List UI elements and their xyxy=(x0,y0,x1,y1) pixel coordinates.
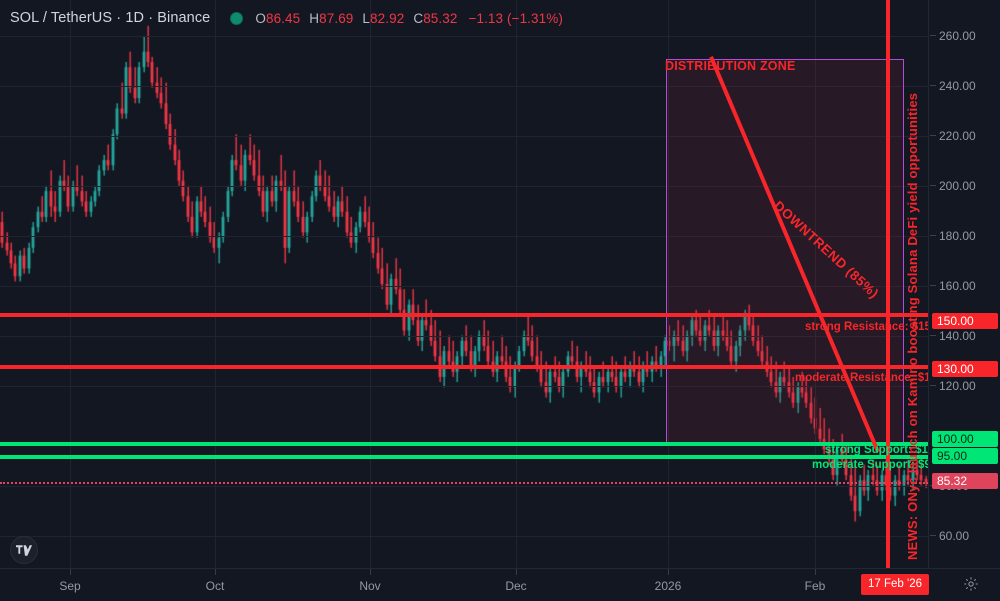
resistance-line-130[interactable] xyxy=(0,364,928,369)
price-pane[interactable]: DISTRIBUTION ZONE DOWNTREND (85%) strong R… xyxy=(0,0,928,568)
gridline-horizontal xyxy=(0,36,928,37)
open-key: O xyxy=(255,10,266,26)
candlestick-series xyxy=(0,0,928,568)
last-price-line[interactable] xyxy=(0,481,928,484)
time-axis-tick: 2026 xyxy=(654,579,682,593)
time-axis-tick: Nov xyxy=(359,579,381,593)
price-axis-tick: 220.00 xyxy=(930,129,976,143)
price-axis-tick: 200.00 xyxy=(930,179,976,193)
time-axis-separator xyxy=(815,569,816,575)
time-axis-separator xyxy=(215,569,216,575)
time-axis-separator xyxy=(70,569,71,575)
current-date-badge[interactable]: 17 Feb '26 xyxy=(861,574,929,595)
gridline-vertical xyxy=(70,0,71,568)
price-axis-pill-95-00[interactable]: 95.00 xyxy=(932,448,998,464)
price-axis-tick: 240.00 xyxy=(930,79,976,93)
distribution-zone-rect[interactable] xyxy=(666,59,904,445)
gridline-horizontal xyxy=(0,236,928,237)
price-axis[interactable]: 260.00 240.00 220.00 200.00 180.00 160.00 140.… xyxy=(928,0,1000,568)
price-axis-pill-100-00[interactable]: 100.00 xyxy=(932,431,998,447)
time-axis-separator xyxy=(370,569,371,575)
level-label-2[interactable]: strong Support: $100 xyxy=(825,444,928,456)
high-key: H xyxy=(309,10,320,26)
news-event-vline[interactable] xyxy=(886,0,890,568)
level-label-3[interactable]: moderate Support: $95 xyxy=(812,459,928,471)
gridline-horizontal xyxy=(0,86,928,87)
open-value: 86.45 xyxy=(265,10,301,26)
gridline-horizontal xyxy=(0,186,928,187)
time-axis-tick: Feb xyxy=(804,579,826,593)
distribution-zone-label[interactable]: DISTRIBUTION ZONE xyxy=(665,59,796,73)
support-line-100[interactable] xyxy=(0,442,928,447)
gridline-vertical xyxy=(668,0,669,568)
gridline-vertical xyxy=(516,0,517,568)
gridline-horizontal xyxy=(0,136,928,137)
time-axis-separator xyxy=(668,569,669,575)
gridline-horizontal xyxy=(0,286,928,287)
news-event-label[interactable]: NEWS: ONyc launch on Kamino boosting Sol… xyxy=(905,92,920,560)
time-axis-tick: Dec xyxy=(505,579,527,593)
close-key: C xyxy=(413,10,424,26)
gridline-vertical xyxy=(370,0,371,568)
close-value: 85.32 xyxy=(423,10,458,26)
level-label-1[interactable]: moderate Resistance: $130 xyxy=(795,372,928,384)
price-axis-pill-150-00[interactable]: 150.00 xyxy=(932,313,998,329)
price-axis-tick: 260.00 xyxy=(930,29,976,43)
gridline-horizontal xyxy=(0,486,928,487)
downtrend-line[interactable] xyxy=(0,0,928,568)
gridline-horizontal xyxy=(0,336,928,337)
high-value: 87.69 xyxy=(319,10,354,26)
support-line-95[interactable] xyxy=(0,454,928,459)
time-axis-tick: Sep xyxy=(59,579,81,593)
tradingview-logo-icon[interactable] xyxy=(10,536,38,564)
price-axis-pill-130-00[interactable]: 130.00 xyxy=(932,361,998,377)
low-value: 82.92 xyxy=(370,10,405,26)
ohlc-values: O 86.45 H 87.69 L 82.92 C 85.32 −1.13 (−1.31… xyxy=(255,11,563,26)
price-axis-pill-85-32[interactable]: 85.32 xyxy=(932,473,998,489)
change-value: −1.13 (−1.31%) xyxy=(468,10,563,26)
price-axis-tick: 60.00 xyxy=(929,529,970,543)
symbol-title[interactable]: SOL / TetherUS · 1D · Binance xyxy=(10,10,211,26)
chart-legend: SOL / TetherUS · 1D · Binance O 86.45 H 87… xyxy=(10,8,563,28)
gridline-vertical xyxy=(815,0,816,568)
resistance-line-150[interactable] xyxy=(0,312,928,317)
gridline-vertical xyxy=(215,0,216,568)
level-label-0[interactable]: strong Resistance: $150 xyxy=(805,321,928,333)
time-axis-separator xyxy=(516,569,517,575)
market-open-dot-icon xyxy=(230,11,244,25)
gear-icon[interactable] xyxy=(963,576,979,592)
price-axis-tick: 120.00 xyxy=(930,379,976,393)
price-axis-tick: 140.00 xyxy=(930,329,976,343)
time-axis-tick: Oct xyxy=(205,579,225,593)
low-key: L xyxy=(362,10,371,26)
gridline-horizontal xyxy=(0,386,928,387)
gridline-horizontal xyxy=(0,536,928,537)
time-axis[interactable]: Sep Oct Nov Dec 2026 Feb 17 Feb '26 xyxy=(0,568,1000,601)
price-axis-tick: 160.00 xyxy=(930,279,976,293)
price-axis-tick: 180.00 xyxy=(930,229,976,243)
